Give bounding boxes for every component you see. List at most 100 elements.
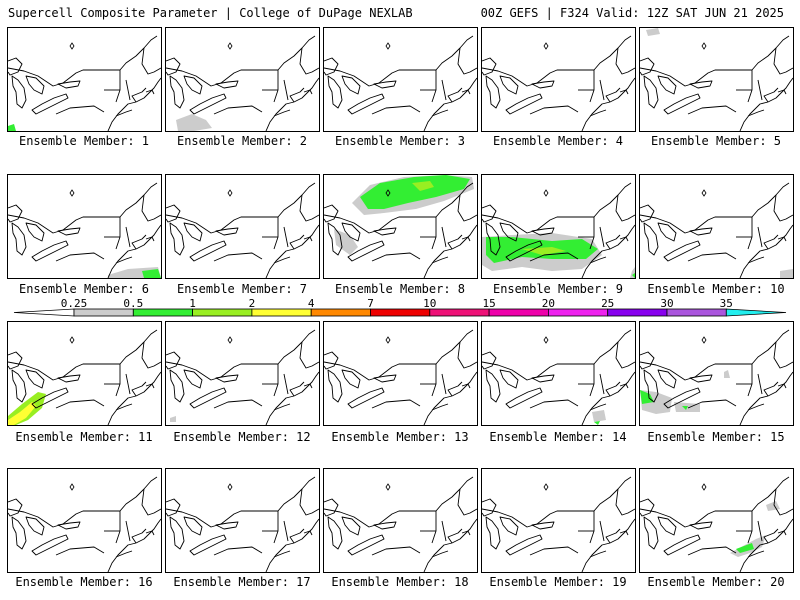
map-outline bbox=[482, 351, 497, 370]
map-outline bbox=[757, 79, 763, 101]
colorbar-tick-label: 0.5 bbox=[123, 297, 143, 310]
map-outline bbox=[31, 240, 69, 262]
ensemble-member-label: Ensemble Member: 10 bbox=[647, 282, 785, 296]
map-outline bbox=[777, 530, 787, 536]
map-outline bbox=[303, 236, 313, 242]
map-outline bbox=[189, 534, 227, 556]
map-outline bbox=[8, 476, 158, 528]
map-outline bbox=[773, 194, 793, 222]
map-outline bbox=[482, 329, 632, 381]
map-outline bbox=[747, 217, 753, 250]
map-outline bbox=[215, 374, 239, 383]
colorbar-segment bbox=[370, 308, 431, 317]
map-outline bbox=[189, 387, 227, 409]
map-outline bbox=[763, 381, 779, 397]
ensemble-member-label: Ensemble Member: 15 bbox=[647, 430, 785, 444]
map-outline bbox=[499, 369, 519, 389]
map-outline bbox=[739, 77, 793, 131]
map-outline bbox=[640, 351, 655, 370]
map-outline bbox=[166, 204, 181, 223]
map-outline bbox=[273, 550, 291, 558]
map-outline bbox=[640, 57, 655, 76]
map-outline bbox=[8, 329, 158, 381]
map-outline bbox=[55, 399, 105, 409]
ensemble-member-map bbox=[639, 174, 794, 279]
ensemble-member-label: Ensemble Member: 17 bbox=[173, 575, 311, 589]
map-outline bbox=[777, 89, 787, 95]
map-outline bbox=[423, 77, 477, 131]
colorbar-segment bbox=[73, 308, 134, 317]
map-outline bbox=[273, 70, 279, 103]
map-outline bbox=[619, 236, 629, 242]
map-outline bbox=[166, 476, 316, 528]
colorbar-tick-label: 2 bbox=[249, 297, 256, 310]
map-outline bbox=[166, 329, 316, 381]
map-outline bbox=[373, 521, 397, 530]
map-outline bbox=[57, 521, 81, 530]
map-outline bbox=[589, 403, 607, 411]
ensemble-member-label: Ensemble Member: 19 bbox=[489, 575, 627, 589]
map-outline bbox=[457, 194, 477, 222]
map-outline bbox=[640, 329, 790, 381]
map-outline bbox=[125, 373, 131, 395]
map-outline bbox=[531, 374, 555, 383]
map-outline bbox=[283, 79, 289, 101]
map-canvas bbox=[324, 35, 477, 131]
ensemble-member-map bbox=[481, 27, 636, 132]
map-outline bbox=[505, 93, 543, 115]
map-outline bbox=[115, 403, 133, 411]
ensemble-member-label: Ensemble Member: 18 bbox=[331, 575, 469, 589]
map-outline bbox=[482, 57, 497, 76]
map-outline bbox=[145, 383, 155, 389]
map-outline bbox=[461, 236, 471, 242]
map-outline bbox=[213, 399, 263, 409]
map-outline bbox=[482, 182, 632, 234]
ensemble-member-map bbox=[481, 468, 636, 573]
ensemble-member-label: Ensemble Member: 6 bbox=[18, 282, 150, 296]
map-outline bbox=[763, 234, 779, 250]
map-outline bbox=[482, 204, 497, 223]
map-canvas bbox=[482, 329, 635, 425]
ensemble-member-map bbox=[323, 468, 478, 573]
map-outline bbox=[299, 488, 319, 516]
ensemble-member-label: Ensemble Member: 20 bbox=[647, 575, 785, 589]
map-outline bbox=[505, 534, 543, 556]
map-outline bbox=[303, 530, 313, 536]
colorbar-tick-label: 1 bbox=[189, 297, 196, 310]
map-outline bbox=[689, 374, 713, 383]
ensemble-member-label: Ensemble Member: 14 bbox=[489, 430, 627, 444]
map-outline bbox=[299, 47, 319, 75]
scp-shading bbox=[682, 406, 688, 410]
ensemble-member-label: Ensemble Member: 9 bbox=[492, 282, 624, 296]
colorbar-segment bbox=[132, 308, 194, 317]
map-outline bbox=[125, 79, 131, 101]
scp-shading bbox=[724, 370, 730, 378]
map-outline bbox=[773, 47, 793, 75]
map-outline bbox=[431, 109, 449, 117]
map-outline bbox=[327, 369, 343, 403]
map-canvas bbox=[640, 476, 793, 572]
map-outline bbox=[8, 35, 158, 87]
map-outline bbox=[373, 80, 397, 89]
map-outline bbox=[531, 521, 555, 530]
map-outline bbox=[11, 222, 27, 256]
map-outline bbox=[482, 498, 497, 517]
map-outline bbox=[213, 546, 263, 556]
map-outline bbox=[371, 252, 421, 262]
map-outline bbox=[183, 75, 203, 95]
map-outline bbox=[141, 341, 161, 369]
map-outline bbox=[273, 217, 279, 250]
map-outline bbox=[273, 364, 279, 397]
map-outline bbox=[189, 240, 227, 262]
map-outline bbox=[589, 364, 595, 397]
map-outline bbox=[431, 550, 449, 558]
map-outline bbox=[289, 234, 305, 250]
map-outline bbox=[347, 387, 385, 409]
map-outline bbox=[643, 516, 659, 550]
map-outline bbox=[605, 381, 621, 397]
map-outline bbox=[215, 521, 239, 530]
map-canvas bbox=[8, 35, 161, 131]
map-outline bbox=[640, 182, 790, 234]
map-outline bbox=[763, 87, 779, 103]
map-outline bbox=[273, 511, 279, 544]
